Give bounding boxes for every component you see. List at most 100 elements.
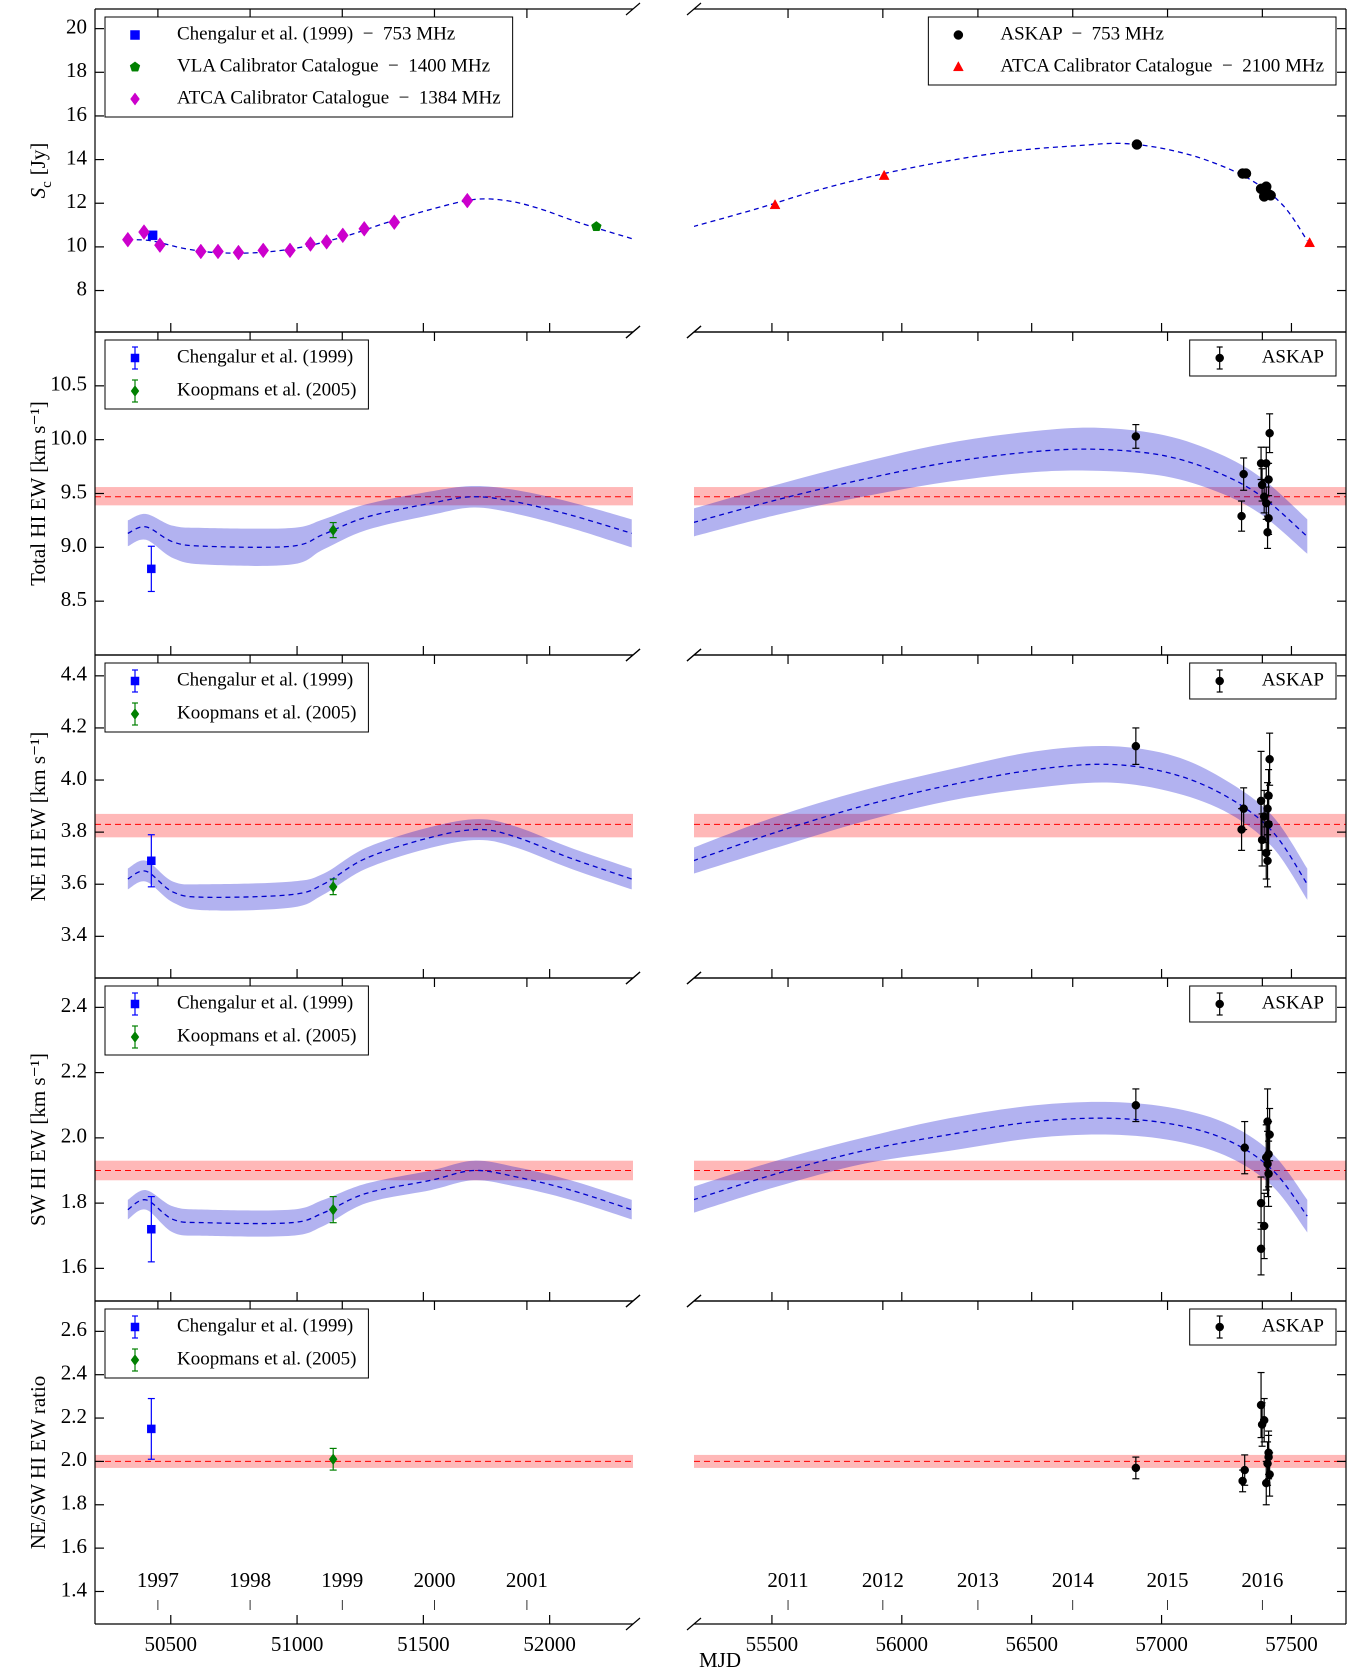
- y-tick-label: 10: [66, 233, 87, 257]
- legend-label: ASKAP: [1262, 1315, 1324, 1336]
- data-point: [212, 243, 224, 260]
- legend-box: [104, 985, 369, 1056]
- legend: Chengalur et al. (1999) Koopmans et al. (…: [104, 662, 369, 733]
- data-point: [1304, 237, 1316, 248]
- x-tick-label: 55500: [746, 1632, 799, 1656]
- data-point: [1131, 741, 1141, 751]
- x-tick-label: 52000: [523, 1632, 576, 1656]
- data-point: [154, 237, 166, 253]
- data-point: [1263, 528, 1272, 537]
- year-label: 1998: [229, 1568, 271, 1592]
- y-tick-label: 2.2: [61, 1404, 87, 1428]
- plot-area: [95, 1397, 633, 1471]
- x-tick-label: 57000: [1135, 1632, 1188, 1656]
- axis-break: [686, 648, 702, 662]
- legend-label: ASKAP: [1262, 669, 1324, 690]
- y-tick-label: 4.2: [61, 714, 87, 738]
- data-point: [1240, 168, 1252, 179]
- legend-marker: [130, 676, 140, 686]
- data-point: [1263, 804, 1272, 813]
- data-point: [1131, 139, 1143, 150]
- y-tick-label: 10.0: [50, 425, 87, 449]
- y-tick-label: 2.4: [61, 1361, 88, 1385]
- data-point: [1256, 796, 1266, 806]
- plot-area: [694, 413, 1346, 554]
- legend-label: ASKAP: [1262, 346, 1324, 367]
- data-point: [1240, 1143, 1249, 1152]
- data-point: [336, 227, 349, 244]
- data-point: [195, 243, 207, 260]
- data-point: [878, 169, 890, 180]
- fit-band: [694, 427, 1308, 554]
- data-point: [328, 881, 338, 893]
- year-label: 2015: [1147, 1568, 1189, 1592]
- axis-break: [686, 325, 702, 339]
- legend-box: [104, 1308, 369, 1379]
- legend-marker: [130, 1031, 140, 1043]
- data-point: [1131, 432, 1141, 441]
- y-tick-label: 18: [66, 58, 87, 82]
- plot-area: [95, 1160, 633, 1263]
- legend-marker: [130, 708, 140, 720]
- y-tick-label: 2.4: [61, 993, 88, 1017]
- y-tick-label: 16: [66, 102, 87, 126]
- y-axis-label: Sc [Jy]: [26, 143, 56, 199]
- legend-box: [104, 339, 369, 410]
- data-point: [388, 214, 401, 231]
- axis-break: [625, 2, 641, 16]
- data-point: [147, 230, 158, 241]
- legend-box: [1189, 1308, 1337, 1346]
- legend-marker: [953, 30, 964, 40]
- legend-marker: [1215, 1322, 1224, 1332]
- legend-box: [927, 16, 1337, 86]
- legend: ASKAP − 753 MHz ATCA Calibrator Catalogue…: [927, 16, 1337, 86]
- y-tick-label: 4.4: [61, 662, 88, 686]
- data-point: [1265, 754, 1274, 764]
- plot-area: [95, 485, 633, 593]
- y-tick-label: 4.0: [61, 766, 87, 790]
- y-tick-label: 3.6: [61, 870, 87, 894]
- fit-band: [127, 1160, 632, 1237]
- y-tick-label: 3.8: [61, 818, 87, 842]
- plot-area: [694, 1088, 1346, 1276]
- legend-marker: [129, 61, 141, 72]
- plot-area: [694, 139, 1316, 248]
- data-point: [1263, 1159, 1272, 1169]
- reference-band: [694, 813, 1346, 838]
- legend-label: ATCA Calibrator Catalogue − 1384 MHz: [177, 87, 501, 108]
- y-tick-label: 20: [66, 14, 87, 38]
- data-point: [257, 242, 270, 259]
- legend-marker: [130, 353, 140, 363]
- legend-box: [1189, 339, 1337, 377]
- y-tick-label: 2.0: [61, 1447, 87, 1471]
- y-tick-label: 1.8: [61, 1189, 87, 1213]
- data-point: [122, 231, 134, 248]
- data-point: [328, 1203, 338, 1216]
- data-point: [1265, 190, 1276, 201]
- y-axis-label: SW HI EW [km s⁻¹]: [26, 1053, 50, 1226]
- year-label: 2014: [1052, 1568, 1095, 1592]
- year-label: 2001: [506, 1568, 548, 1592]
- data-point: [147, 856, 156, 866]
- legend: Chengalur et al. (1999) Koopmans et al. (…: [104, 339, 369, 410]
- axis-break: [625, 1617, 641, 1631]
- plot-area: [694, 727, 1346, 900]
- y-label-symbol: S: [26, 187, 50, 198]
- data-point: [1259, 1415, 1269, 1425]
- axis-break: [625, 971, 641, 985]
- data-point: [138, 224, 150, 240]
- axis-break: [686, 1617, 702, 1631]
- legend-marker: [130, 30, 140, 40]
- data-point: [591, 221, 602, 232]
- legend-label: ASKAP − 753 MHz: [1000, 23, 1164, 44]
- data-point: [769, 199, 781, 210]
- data-point: [1265, 428, 1274, 438]
- y-tick-label: 8.5: [61, 587, 87, 611]
- axis-break: [625, 325, 641, 339]
- legend-box: [104, 662, 369, 733]
- data-point: [284, 242, 296, 259]
- data-point: [461, 192, 474, 209]
- x-tick-label: 51000: [271, 1632, 324, 1656]
- data-point: [1238, 1476, 1247, 1486]
- data-point: [328, 1453, 338, 1466]
